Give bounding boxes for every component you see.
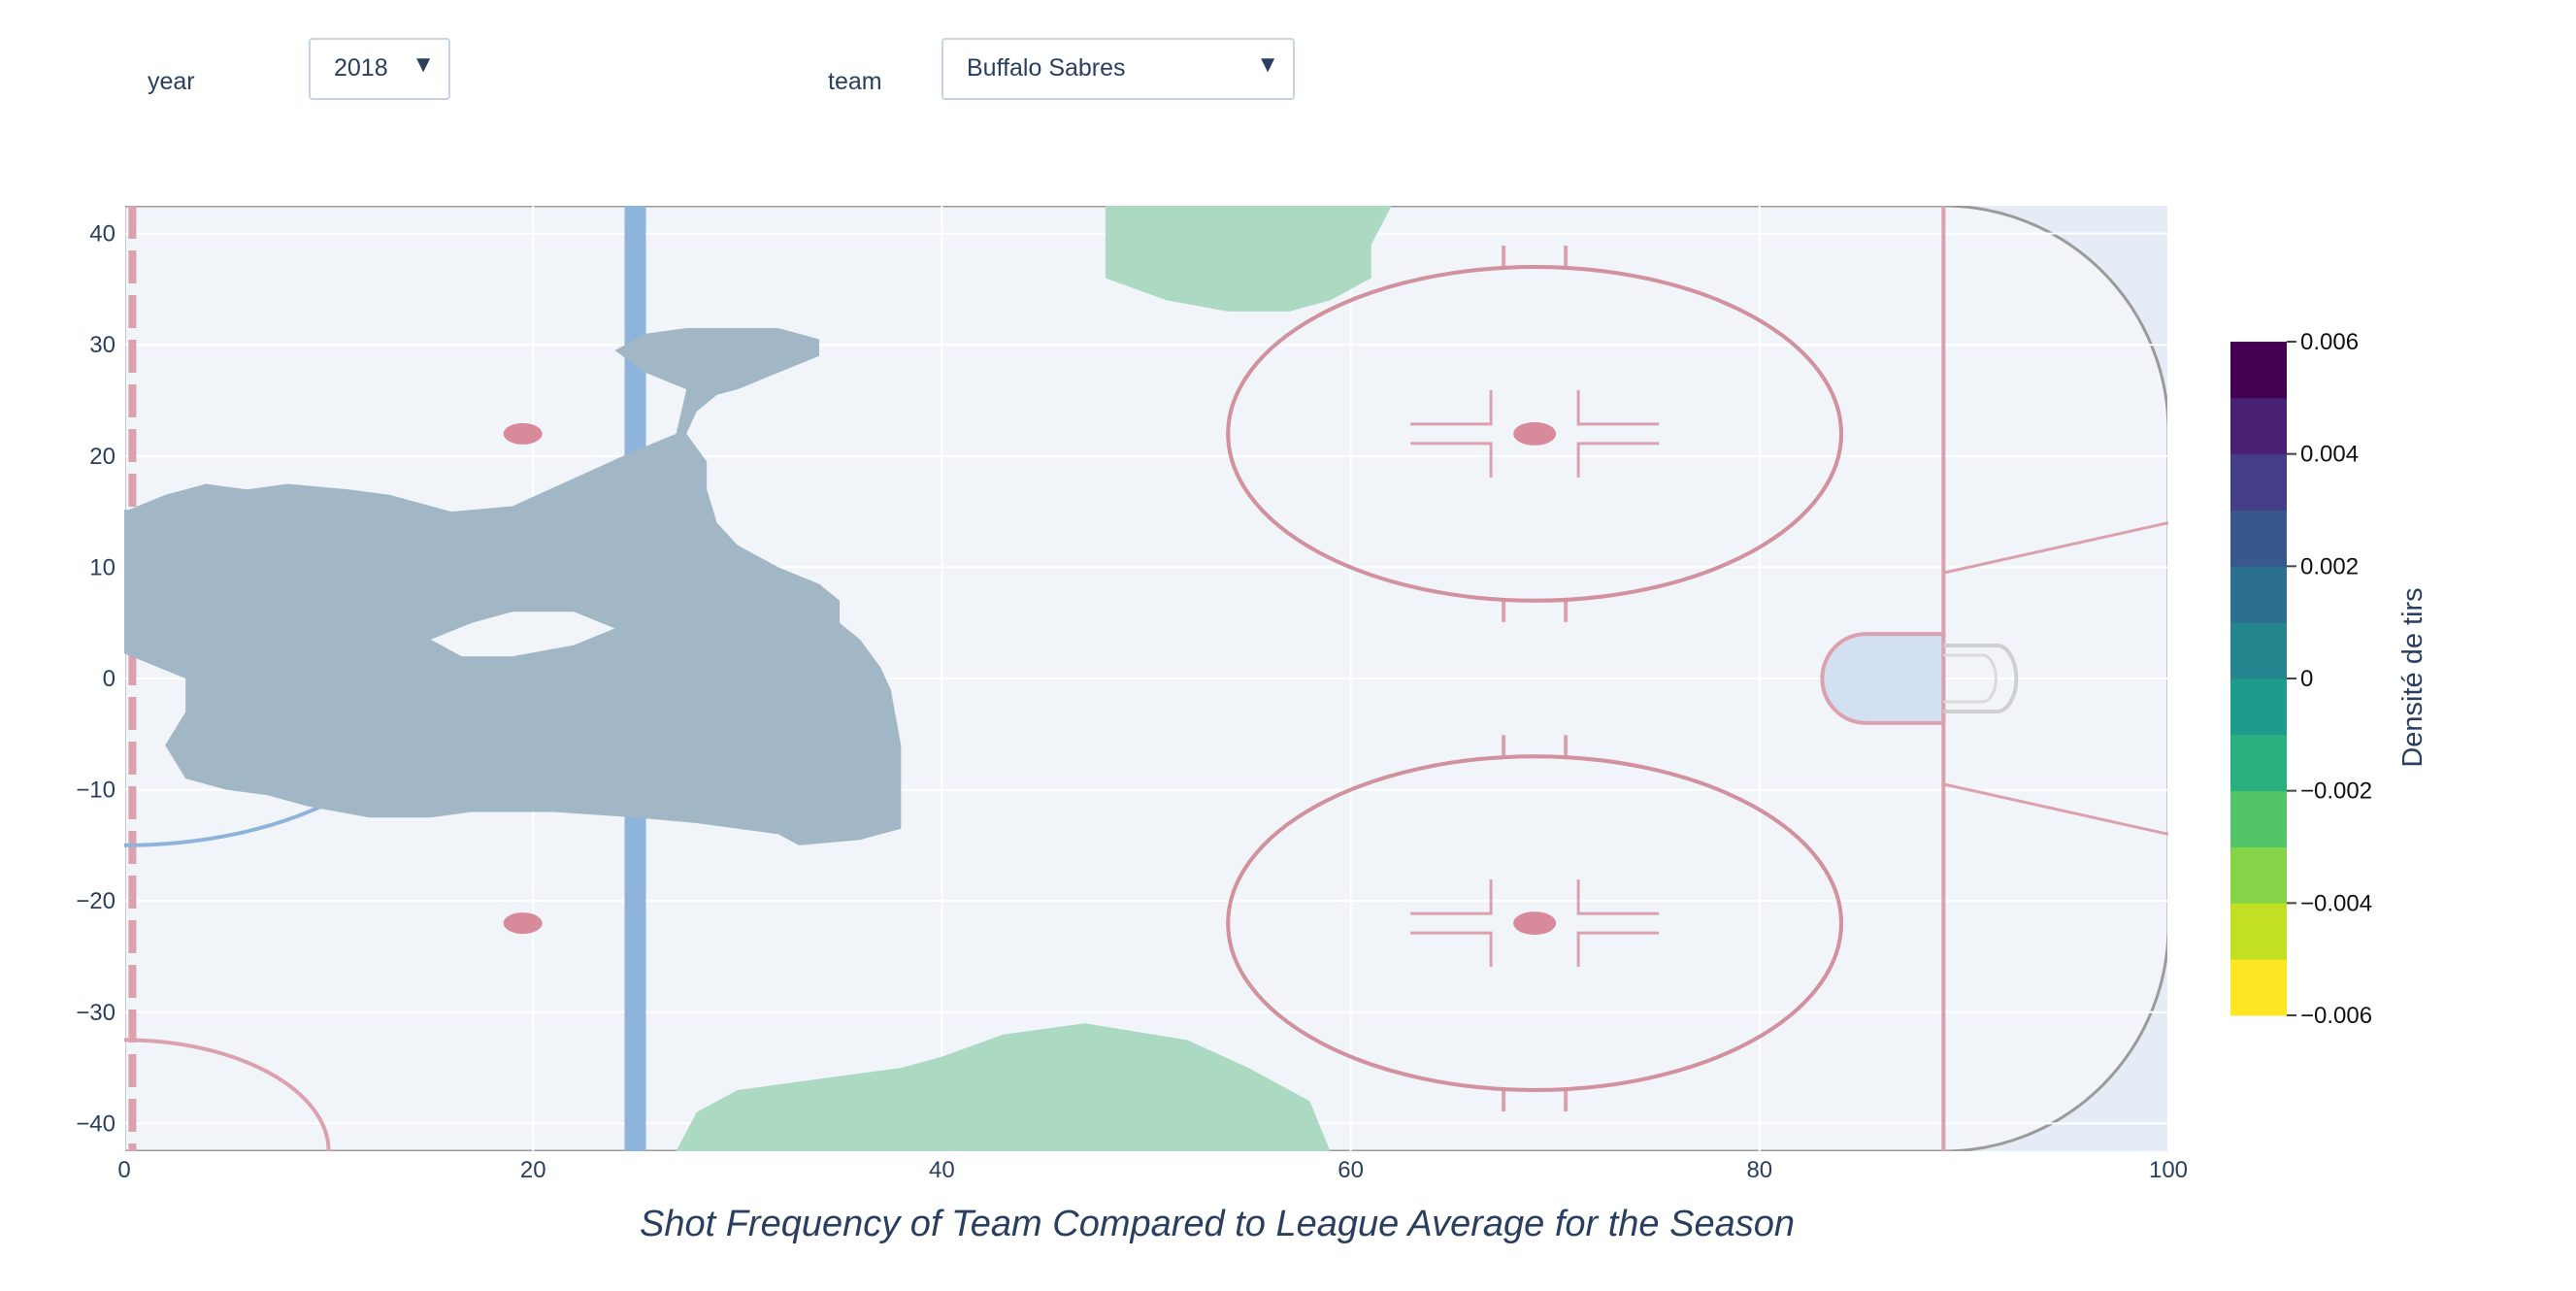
y-tick-label: 0 xyxy=(103,666,116,692)
colorbar-tick-label: 0.006 xyxy=(2300,329,2359,355)
x-tick-label: 60 xyxy=(1338,1157,1364,1183)
year-label: year xyxy=(148,68,195,95)
faceoff-dot xyxy=(503,912,543,935)
y-tick-label: 20 xyxy=(89,444,116,470)
y-tick-label: 10 xyxy=(89,554,116,580)
colorbar-tick-label: −0.006 xyxy=(2300,1003,2372,1029)
goal-net xyxy=(1943,644,2019,713)
x-tick-label: 20 xyxy=(520,1157,546,1183)
colorbar-band xyxy=(2230,846,2287,904)
chevron-down-icon: ▼ xyxy=(412,51,435,78)
chevron-down-icon: ▼ xyxy=(1256,51,1279,78)
contour-region-negative xyxy=(1105,206,1392,312)
y-tick-label: 30 xyxy=(89,332,116,358)
density-contours xyxy=(124,206,1844,1151)
year-dropdown[interactable]: 2018 ▼ xyxy=(309,38,450,100)
faceoff-l-mark xyxy=(1410,442,1493,478)
x-tick-label: 0 xyxy=(117,1157,130,1183)
y-tick-label: −20 xyxy=(76,888,116,914)
y-tick-label: −30 xyxy=(76,1000,116,1026)
faceoff-l-mark xyxy=(1576,442,1660,478)
faceoff-dot xyxy=(1513,911,1557,936)
team-label: team xyxy=(828,68,882,95)
colorbar-tick-label: −0.004 xyxy=(2300,890,2372,916)
team-dropdown-value: Buffalo Sabres xyxy=(967,54,1126,82)
colorbar-band xyxy=(2230,342,2287,399)
trapezoid-line xyxy=(1943,782,2168,836)
chart-title: Shot Frequency of Team Compared to Leagu… xyxy=(640,1204,1795,1244)
faceoff-l-mark xyxy=(1410,879,1493,915)
faceoff-l-mark xyxy=(1576,389,1660,426)
faceoff-dot xyxy=(1513,421,1557,446)
y-tick-label: −10 xyxy=(76,778,116,804)
faceoff-l-mark xyxy=(1576,879,1660,915)
colorbar: 0.006 0.004 0.002 0 −0.002 −0.004 −0.006 xyxy=(2230,329,2372,1029)
x-tick-label: 40 xyxy=(929,1157,955,1183)
faceoff-l-mark xyxy=(1410,389,1493,426)
contour-region-negative xyxy=(676,1023,1331,1151)
contour-hole xyxy=(430,612,615,657)
colorbar-band xyxy=(2230,622,2287,679)
colorbar-band xyxy=(2230,453,2287,511)
faceoff-circle-overlay xyxy=(1226,265,1844,603)
faceoff-circle-overlay xyxy=(1226,754,1844,1092)
team-dropdown[interactable]: Buffalo Sabres ▼ xyxy=(941,38,1295,100)
goal-net-inner xyxy=(1943,653,1998,704)
goal-crease xyxy=(1820,632,1946,725)
y-tick-label: 40 xyxy=(89,221,116,248)
colorbar-band xyxy=(2230,397,2287,455)
colorbar-band xyxy=(2230,959,2287,1016)
colorbar-tick-label: 0.004 xyxy=(2300,442,2359,468)
faceoff-l-mark xyxy=(1410,931,1493,968)
colorbar-tick-label: −0.002 xyxy=(2300,778,2372,805)
colorbar-band xyxy=(2230,510,2287,567)
colorbar-band xyxy=(2230,734,2287,792)
faceoff-dot xyxy=(503,422,543,445)
y-tick-label: −40 xyxy=(76,1110,116,1137)
colorbar-band xyxy=(2230,566,2287,623)
x-tick-label: 80 xyxy=(1746,1157,1772,1183)
colorbar-tick-label: 0.002 xyxy=(2300,553,2359,579)
colorbar-band xyxy=(2230,679,2287,736)
x-axis: 0 20 40 60 80 100 xyxy=(117,1157,2188,1183)
referee-crease xyxy=(124,1038,331,1151)
x-tick-label: 100 xyxy=(2149,1157,2188,1183)
colorbar-band xyxy=(2230,903,2287,960)
trapezoid-line xyxy=(1943,521,2168,575)
faceoff-l-mark xyxy=(1576,931,1660,968)
contour-region-positive xyxy=(124,328,902,845)
year-dropdown-value: 2018 xyxy=(334,54,388,82)
y-axis: 40 30 20 10 0 −10 −20 −30 −40 xyxy=(76,221,116,1138)
colorbar-title: Densité de tirs xyxy=(2397,587,2428,767)
colorbar-band xyxy=(2230,790,2287,847)
colorbar-tick-label: 0 xyxy=(2300,666,2313,692)
